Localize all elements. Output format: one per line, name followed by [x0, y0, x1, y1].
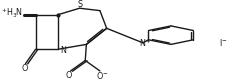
Text: S: S — [77, 0, 83, 9]
Text: O: O — [66, 71, 72, 80]
Text: N: N — [60, 46, 66, 55]
Text: O: O — [21, 64, 28, 73]
Text: I$^{-}$: I$^{-}$ — [219, 37, 227, 48]
Text: $^{+}$H$_3$N: $^{+}$H$_3$N — [1, 7, 23, 20]
Text: N$^{+}$: N$^{+}$ — [139, 37, 152, 49]
Text: O$^{-}$: O$^{-}$ — [96, 70, 109, 81]
